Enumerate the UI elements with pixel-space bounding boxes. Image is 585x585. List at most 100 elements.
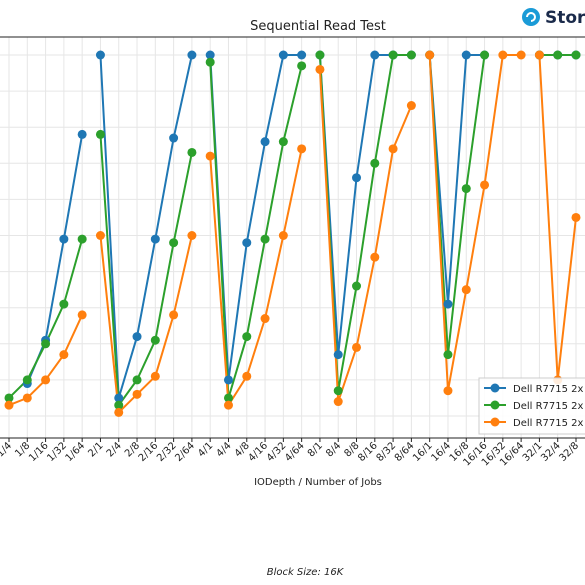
x-axis-label: IODepth / Number of Jobs [254, 477, 382, 488]
data-point [59, 350, 69, 360]
data-point [95, 231, 105, 240]
data-point [278, 231, 288, 240]
x-tick-label: 32/1 [521, 440, 545, 464]
data-point [242, 238, 252, 248]
legend: Dell R7715 2x Dell R7715 2x Dell R7715 2x [478, 377, 585, 435]
data-point [242, 332, 252, 342]
legend-marker [490, 400, 500, 410]
series-line [428, 54, 522, 391]
legend-marker [490, 417, 500, 427]
x-tick-label: 2/64 [173, 440, 197, 464]
x-tick-label: 1/64 [64, 440, 88, 464]
data-point [260, 314, 270, 324]
data-point [132, 332, 142, 342]
data-point [278, 137, 288, 147]
x-tick-label: 2/16 [137, 440, 161, 464]
x-tick-label: 32/4 [539, 440, 563, 464]
data-point [150, 335, 160, 345]
data-point [297, 50, 307, 60]
grid [0, 36, 585, 439]
x-tick-label: 8/64 [393, 440, 417, 464]
series-line [99, 54, 193, 399]
x-tick-label: 16/1 [411, 440, 435, 464]
data-point [22, 375, 32, 385]
data-point [571, 212, 581, 222]
logo-mark [526, 12, 536, 22]
x-tick-label: 1/4 [0, 440, 14, 459]
x-tick-label: 2/4 [105, 440, 124, 459]
data-point [315, 50, 325, 60]
data-point [95, 129, 105, 139]
data-point [114, 407, 124, 417]
data-point [516, 50, 526, 60]
data-point [534, 50, 544, 60]
data-point [461, 184, 471, 194]
data-point [59, 234, 69, 244]
data-point [333, 397, 343, 407]
data-point [187, 147, 197, 157]
x-tick-label: 4/32 [265, 440, 289, 464]
data-point [59, 299, 69, 309]
data-point [443, 299, 453, 309]
series-points [4, 50, 581, 417]
data-point [571, 50, 581, 60]
series-line [428, 54, 485, 305]
series-line [99, 235, 193, 415]
data-point [41, 339, 51, 349]
x-tick-label: 1/32 [45, 440, 69, 464]
series-line [209, 148, 303, 409]
data-point [169, 238, 179, 248]
legend-label: Dell R7715 2x [513, 384, 584, 395]
data-point [443, 386, 453, 396]
logo: Stora [522, 8, 585, 28]
data-point [425, 50, 435, 60]
data-point [461, 285, 471, 295]
data-point [150, 371, 160, 381]
data-point [22, 393, 32, 403]
data-point [498, 50, 508, 60]
x-tick-label: 8/4 [324, 440, 343, 459]
data-point [370, 252, 380, 262]
data-point [297, 144, 307, 154]
data-point [443, 350, 453, 360]
data-point [315, 64, 325, 74]
x-tick-label: 2/1 [86, 440, 105, 459]
data-point [352, 342, 362, 352]
x-tick-label: 32/8 [557, 440, 581, 464]
data-point [333, 350, 343, 360]
data-point [114, 393, 124, 403]
data-point [77, 310, 87, 320]
data-point [388, 50, 398, 60]
data-point [480, 50, 490, 60]
x-tick-label: 16/4 [429, 440, 453, 464]
data-point [150, 234, 160, 244]
data-point [242, 371, 252, 381]
x-tick-labels: 1/4 1/81/161/321/64 2/1 2/4 2/82/162/322/64 4… [0, 438, 581, 469]
data-point [223, 375, 233, 385]
data-point [480, 180, 490, 190]
data-point [41, 375, 51, 385]
data-point [187, 50, 197, 60]
data-point [77, 129, 87, 139]
data-point [278, 50, 288, 60]
data-point [4, 393, 14, 403]
legend-label: Dell R7715 2x [513, 401, 584, 412]
data-point [169, 133, 179, 143]
data-point [223, 393, 233, 403]
legend-label: Dell R7715 2x [513, 418, 584, 429]
x-tick-label: 4/4 [214, 440, 233, 459]
data-point [95, 50, 105, 60]
data-point [297, 61, 307, 71]
data-point [406, 101, 416, 111]
series-lines [8, 54, 577, 415]
data-point [260, 234, 270, 244]
data-point [77, 234, 87, 244]
x-tick-label: 4/64 [283, 440, 307, 464]
data-point [370, 50, 380, 60]
data-point [260, 137, 270, 147]
footnote: Block Size: 16K [267, 567, 345, 578]
data-point [187, 231, 197, 240]
series-line [318, 54, 412, 391]
data-point [553, 50, 563, 60]
